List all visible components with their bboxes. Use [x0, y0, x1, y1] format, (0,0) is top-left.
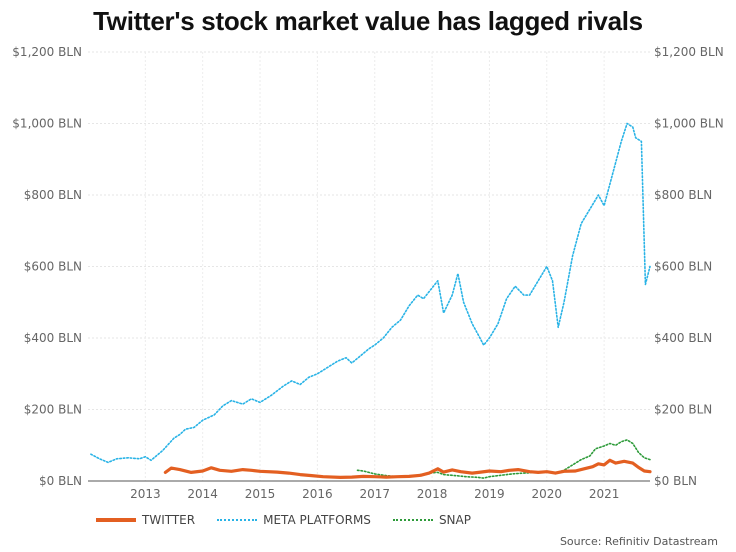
y-tick-label-left: $1,000 BLN: [12, 117, 82, 131]
legend-item-twitter: TWITTER: [96, 513, 195, 527]
legend: TWITTER META PLATFORMS SNAP: [96, 513, 493, 527]
y-axis-left: $0 BLN $200 BLN $400 BLN $600 BLN $800 BLN $1…: [12, 45, 82, 488]
chart-title: Twitter's stock market value has lagged …: [93, 6, 643, 36]
gridlines: [88, 51, 650, 481]
legend-swatch-meta: [217, 519, 258, 521]
series-lines: [90, 122, 652, 479]
legend-label-snap: SNAP: [438, 513, 471, 527]
y-tick-label-right: $600 BLN: [654, 260, 712, 274]
y-tick-label-right: $1,200 BLN: [654, 45, 724, 59]
legend-label-meta: META PLATFORMS: [263, 513, 371, 527]
x-tick-label: 2014: [187, 487, 218, 501]
x-tick-label: 2019: [474, 487, 505, 501]
x-tick-label: 2017: [359, 487, 390, 501]
x-tick-label: 2018: [417, 487, 448, 501]
legend-item-snap: SNAP: [392, 513, 471, 527]
x-axis: 2013 2014 2015 2016 2017 2018 2019 2020 2021: [88, 480, 650, 501]
legend-item-meta: META PLATFORMS: [217, 513, 371, 527]
y-tick-label-right: $0 BLN: [654, 474, 697, 488]
y-tick-label-left: $0 BLN: [39, 474, 82, 488]
y-tick-label-left: $1,200 BLN: [12, 45, 82, 59]
series-line-meta-platforms: [90, 122, 651, 464]
y-axis-right: $0 BLN $200 BLN $400 BLN $600 BLN $800 BLN $1…: [654, 45, 724, 488]
y-tick-label-right: $800 BLN: [654, 188, 712, 202]
y-tick-label-right: $1,000 BLN: [654, 117, 724, 131]
legend-label-twitter: TWITTER: [142, 513, 196, 527]
y-tick-label-left: $800 BLN: [24, 188, 82, 202]
source-note: Source: Refinitiv Datastream: [559, 535, 718, 548]
legend-swatch-snap: [392, 519, 433, 521]
x-tick-label: 2013: [130, 487, 161, 501]
x-tick-label: 2015: [245, 487, 276, 501]
x-tick-label: 2021: [589, 487, 620, 501]
y-tick-label-right: $200 BLN: [654, 403, 712, 417]
y-tick-label-left: $400 BLN: [24, 331, 82, 345]
x-tick-label: 2016: [302, 487, 333, 501]
y-tick-label-left: $200 BLN: [24, 403, 82, 417]
legend-swatch-twitter: [96, 518, 136, 522]
series-line-twitter: [163, 458, 652, 479]
y-tick-label-left: $600 BLN: [24, 260, 82, 274]
x-tick-label: 2020: [532, 487, 563, 501]
y-tick-label-right: $400 BLN: [654, 331, 712, 345]
